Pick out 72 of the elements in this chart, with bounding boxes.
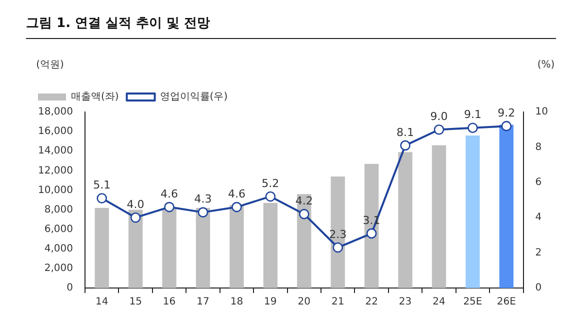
- point: [265, 191, 276, 202]
- data-label: 5.2: [262, 176, 280, 190]
- y-axis-title: (억원): [36, 60, 64, 71]
- x-tick-label: 23: [398, 296, 412, 308]
- x-tick-label: 16: [162, 296, 176, 308]
- y2-tick-label: 0: [535, 282, 542, 294]
- point: [400, 140, 410, 151]
- bar: [263, 202, 278, 288]
- bar: [466, 135, 480, 288]
- x-tick-label: 21: [331, 296, 344, 308]
- point: [468, 122, 478, 133]
- x-tick-label: 24: [432, 296, 446, 308]
- x-tick-label: 18: [230, 296, 244, 308]
- point: [434, 124, 444, 135]
- x-tick-label: 17: [196, 296, 210, 308]
- bar: [432, 145, 446, 288]
- data-label: 2.3: [329, 228, 347, 241]
- x-tick-label: 20: [298, 296, 310, 308]
- bar: [128, 210, 143, 288]
- data-label: 4.6: [228, 187, 246, 200]
- x-tick-label: 14: [95, 296, 108, 308]
- bar: [398, 152, 412, 288]
- x-tick-label: 22: [365, 296, 378, 308]
- data-label: 9.0: [430, 110, 448, 123]
- bar: [297, 194, 312, 288]
- data-label: 4.0: [126, 198, 144, 211]
- point: [96, 193, 107, 204]
- y2-tick-label: 6: [535, 176, 542, 188]
- bar: [162, 208, 176, 288]
- point: [298, 208, 310, 220]
- data-label: 9.1: [464, 108, 482, 122]
- y-tick-label: 14,000: [38, 146, 73, 157]
- data-label: 5.1: [93, 178, 111, 192]
- y2-axis-title: (%): [537, 60, 555, 71]
- data-label: 9.2: [498, 106, 516, 120]
- y-tick-label: 10,000: [38, 184, 73, 196]
- data-label: 8.1: [396, 126, 414, 139]
- bar: [499, 124, 514, 288]
- y-tick-label: 12,000: [38, 165, 73, 176]
- y-tick-label: 16,000: [38, 126, 73, 138]
- data-label: 4.6: [160, 187, 178, 200]
- point: [198, 207, 208, 218]
- y2-tick-label: 4: [535, 212, 542, 224]
- y2-tick-label: 10: [535, 106, 548, 118]
- point: [366, 228, 377, 239]
- data-label: 4.2: [295, 194, 313, 208]
- y-tick-label: 18,000: [38, 106, 73, 118]
- bar: [364, 164, 379, 288]
- x-tick-label: 15: [129, 296, 142, 308]
- x-tick-label: 26E: [496, 296, 516, 308]
- y-tick-label: 2,000: [44, 263, 73, 274]
- y-tick-label: 8,000: [44, 204, 73, 216]
- legend-label: 매출액(좌): [71, 92, 119, 103]
- bar: [94, 208, 109, 288]
- bar: [330, 176, 345, 288]
- point: [332, 242, 343, 253]
- bar: [230, 204, 244, 288]
- y-tick-label: 0: [66, 282, 73, 294]
- point: [501, 120, 512, 132]
- legend-label: 영업이익률(우): [160, 92, 228, 103]
- chart-title: 그림 1. 연결 실적 추이 및 전망: [26, 14, 556, 39]
- bar: [196, 208, 210, 288]
- point: [232, 202, 242, 212]
- y-tick-label: 6,000: [44, 224, 73, 235]
- y-tick-label: 4,000: [44, 243, 73, 254]
- y2-tick-label: 2: [535, 247, 542, 258]
- point: [130, 212, 141, 223]
- y2-tick-label: 8: [535, 142, 542, 153]
- point: [164, 202, 174, 212]
- data-label: 4.3: [194, 192, 212, 206]
- x-tick-label: 19: [264, 296, 277, 308]
- x-tick-label: 25E: [463, 296, 482, 308]
